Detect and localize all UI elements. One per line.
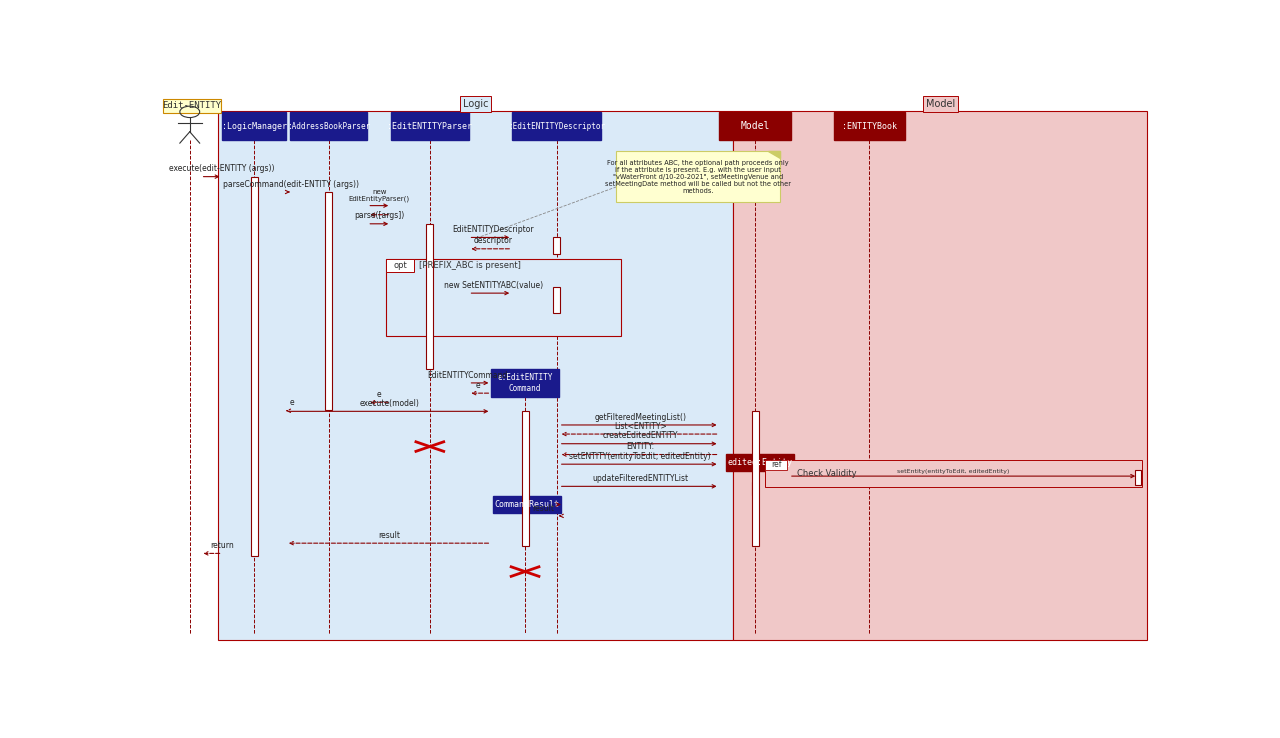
Text: getFilteredMeetingList(): getFilteredMeetingList() — [594, 413, 686, 421]
FancyBboxPatch shape — [765, 460, 1142, 487]
FancyBboxPatch shape — [492, 369, 559, 396]
Text: result: result — [532, 504, 554, 513]
Text: edited:Entity: edited:Entity — [727, 458, 792, 467]
Text: Model: Model — [925, 99, 955, 109]
Text: ref: ref — [771, 461, 781, 469]
FancyBboxPatch shape — [1135, 470, 1140, 485]
Text: Edit-ENTITY: Edit-ENTITY — [163, 101, 221, 111]
Text: ENTITY:: ENTITY: — [626, 442, 654, 451]
Text: [PREFIX_ABC is present]: [PREFIX_ABC is present] — [419, 261, 521, 270]
FancyBboxPatch shape — [751, 411, 759, 546]
Text: List<ENTITY>: List<ENTITY> — [613, 421, 667, 431]
FancyBboxPatch shape — [291, 112, 367, 139]
Text: CommandResult: CommandResult — [494, 500, 559, 509]
Text: return: return — [210, 541, 234, 550]
Text: :EditENTITYDescriptor: :EditENTITYDescriptor — [508, 122, 605, 131]
FancyBboxPatch shape — [753, 482, 758, 495]
Text: e: e — [289, 399, 293, 407]
Text: e:EditENTITY
Command: e:EditENTITY Command — [498, 373, 553, 393]
FancyBboxPatch shape — [387, 259, 621, 336]
Text: :AddressBookParser: :AddressBookParser — [287, 122, 370, 131]
Text: createEditedENTITY: createEditedENTITY — [603, 431, 678, 441]
FancyBboxPatch shape — [521, 411, 529, 546]
Text: For all attributes ABC, the optional path proceeds only
if the attribute is pres: For all attributes ABC, the optional pat… — [605, 159, 791, 193]
Text: Model: Model — [741, 121, 769, 131]
Text: EditENTITYCommand: EditENTITYCommand — [428, 370, 508, 379]
Text: setENTITY(entityToEdit, editedEntity): setENTITY(entityToEdit, editedEntity) — [570, 452, 710, 461]
Text: new
EditEntityParser(): new EditEntityParser() — [348, 189, 410, 202]
FancyBboxPatch shape — [833, 112, 905, 139]
Text: updateFilteredENTITYList: updateFilteredENTITYList — [593, 474, 689, 483]
FancyBboxPatch shape — [719, 112, 791, 139]
FancyBboxPatch shape — [553, 287, 561, 313]
Text: :LogicManager: :LogicManager — [221, 122, 287, 131]
FancyBboxPatch shape — [733, 111, 1147, 640]
Text: e: e — [475, 381, 480, 390]
Text: execute(edit-ENTITY (args)): execute(edit-ENTITY (args)) — [169, 165, 275, 173]
Text: :ENTITYBook: :ENTITYBook — [842, 122, 897, 131]
FancyBboxPatch shape — [163, 99, 220, 113]
Text: descriptor: descriptor — [474, 236, 513, 246]
Text: parseCommand(edit-ENTITY (args)): parseCommand(edit-ENTITY (args)) — [224, 179, 360, 189]
FancyBboxPatch shape — [512, 112, 602, 139]
FancyBboxPatch shape — [727, 454, 794, 471]
Text: Logic: Logic — [462, 99, 488, 109]
Text: Check Validity: Check Validity — [797, 469, 856, 477]
Text: EditENTITYDescriptor: EditENTITYDescriptor — [453, 225, 534, 234]
FancyBboxPatch shape — [223, 112, 285, 139]
FancyBboxPatch shape — [218, 111, 733, 640]
FancyBboxPatch shape — [387, 259, 413, 272]
FancyBboxPatch shape — [325, 192, 332, 410]
FancyBboxPatch shape — [617, 151, 780, 202]
Text: parse([args]): parse([args]) — [355, 211, 404, 221]
Text: execute(model): execute(model) — [360, 399, 420, 408]
FancyBboxPatch shape — [392, 112, 468, 139]
FancyBboxPatch shape — [553, 238, 561, 255]
Polygon shape — [768, 151, 780, 158]
FancyBboxPatch shape — [426, 224, 434, 369]
Text: new SetENTITYABC(value): new SetENTITYABC(value) — [444, 280, 543, 290]
FancyBboxPatch shape — [765, 460, 787, 470]
FancyBboxPatch shape — [493, 496, 561, 513]
Text: e: e — [376, 390, 381, 399]
Text: :EditENTITYParser: :EditENTITYParser — [388, 122, 472, 131]
Text: result: result — [379, 531, 401, 539]
Text: setEntity(entityToEdit, editedEntity): setEntity(entityToEdit, editedEntity) — [897, 469, 1010, 474]
FancyBboxPatch shape — [251, 176, 257, 556]
Text: opt: opt — [393, 261, 407, 270]
